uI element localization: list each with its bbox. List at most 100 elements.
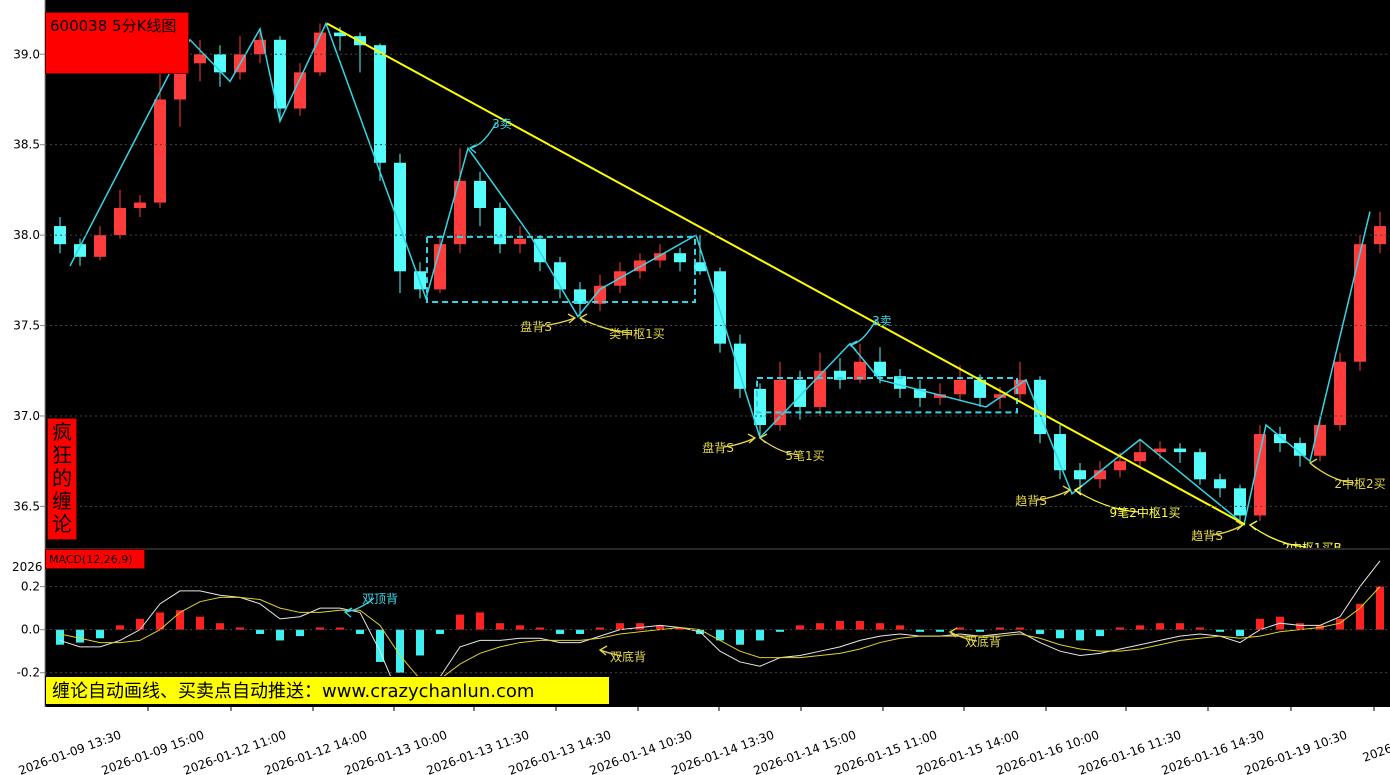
candle-body	[854, 361, 866, 380]
macd-bar	[876, 623, 884, 630]
candle-body	[1174, 448, 1186, 453]
candle-body	[94, 235, 106, 257]
x-tick-label: 2026-01-19	[1361, 728, 1390, 765]
macd-bar	[56, 629, 64, 645]
candle-body	[1094, 470, 1106, 480]
macd-bar	[576, 629, 584, 634]
candle-body	[1054, 434, 1066, 471]
pivot-box	[426, 235, 696, 304]
macd-bar	[376, 629, 384, 662]
pivot-box	[756, 376, 1018, 414]
macd-bar	[936, 629, 944, 632]
candle-body	[494, 207, 506, 245]
annotation-arrow	[468, 122, 497, 154]
macd-bar	[616, 623, 624, 630]
candle-body	[874, 361, 886, 377]
annotation: 双底背	[610, 649, 646, 664]
candle-body	[1214, 479, 1226, 489]
candle-body	[214, 54, 226, 73]
candle-body	[554, 262, 566, 290]
macd-bar	[1336, 618, 1344, 630]
macd-bar	[296, 629, 304, 637]
macd-bar	[1036, 629, 1044, 634]
macd-bar	[1296, 623, 1304, 630]
annotation-arrow	[598, 645, 623, 657]
macd-bar	[1016, 627, 1024, 630]
annotation: 盘背S	[702, 440, 734, 455]
macd-bar	[976, 629, 984, 632]
candle-body	[974, 379, 986, 398]
macd-bar	[436, 629, 444, 634]
candle-body	[1074, 470, 1086, 480]
annotation: 类中枢1买	[609, 326, 665, 341]
macd-bar	[816, 623, 824, 630]
macd-bar	[796, 625, 804, 630]
annotation-arrow	[541, 313, 577, 327]
macd-bar	[276, 629, 284, 641]
candle-body	[834, 370, 846, 380]
macd-bar	[396, 629, 404, 673]
y-tick-label: 37.5	[13, 319, 40, 333]
macd-bar	[136, 618, 144, 630]
macd-bar	[176, 610, 184, 630]
annotation-arrow	[1308, 458, 1355, 484]
y-tick-label: 39.0	[13, 47, 40, 61]
candle-body	[374, 45, 386, 163]
macd-bar	[1076, 629, 1084, 641]
macd-bar	[216, 623, 224, 630]
macd-bar	[236, 627, 244, 630]
macd-bar	[456, 614, 464, 630]
macd-title: MACD(12,26,9)	[45, 549, 145, 569]
macd-bar	[556, 629, 564, 634]
candle-body	[694, 262, 706, 272]
banner: 缠论自动画线、买卖点自动推送：www.crazychanlun.com	[45, 676, 610, 705]
annotation-arrow	[1212, 520, 1245, 536]
candle-body	[154, 99, 166, 203]
macd-bar	[676, 627, 684, 630]
macd-bar	[996, 627, 1004, 630]
annotation: 2中枢2买	[1334, 476, 1385, 491]
macd-bar	[1176, 623, 1184, 630]
annotation-arrow	[1073, 485, 1140, 513]
macd-bar	[776, 629, 784, 632]
candle-body	[794, 379, 806, 407]
candle-body	[1294, 443, 1306, 456]
macd-bar	[1216, 629, 1224, 632]
candle-body	[514, 238, 526, 245]
macd-bar	[1256, 618, 1264, 630]
annotation: 2中枢1买B	[1282, 540, 1342, 555]
macd-bar	[836, 621, 844, 630]
candle-body	[474, 180, 486, 208]
annotation-arrow	[578, 313, 632, 334]
macd-bar	[1116, 627, 1124, 630]
annotation: 双顶背	[362, 592, 398, 606]
candle-body	[1254, 434, 1266, 516]
candle-body	[734, 343, 746, 389]
candle-body	[394, 162, 406, 272]
candle-body	[1314, 425, 1326, 456]
annotation: 盘背S	[520, 319, 552, 334]
macd-bar	[1056, 629, 1064, 639]
macd-bar	[316, 627, 324, 630]
candle-body	[814, 370, 826, 407]
macd-bar	[516, 625, 524, 630]
macd-bar	[916, 629, 924, 632]
annotation: 趋背S	[1191, 529, 1223, 543]
candle-body	[1234, 488, 1246, 516]
macd-bar	[1236, 629, 1244, 637]
annotation-arrow	[848, 319, 877, 351]
candle-body	[1274, 434, 1286, 444]
candle-body	[914, 388, 926, 398]
macd-bar	[156, 612, 164, 630]
macd-bar	[736, 629, 744, 645]
annotation: 3卖	[492, 117, 512, 131]
macd-bar	[716, 629, 724, 641]
macd-bar	[356, 629, 364, 634]
candle-body	[774, 379, 786, 426]
y-tick-label: 36.5	[13, 499, 40, 513]
candle-body	[634, 260, 646, 272]
macd-bar	[856, 621, 864, 630]
macd-line	[59, 586, 1381, 680]
plot-background	[45, 0, 1390, 707]
